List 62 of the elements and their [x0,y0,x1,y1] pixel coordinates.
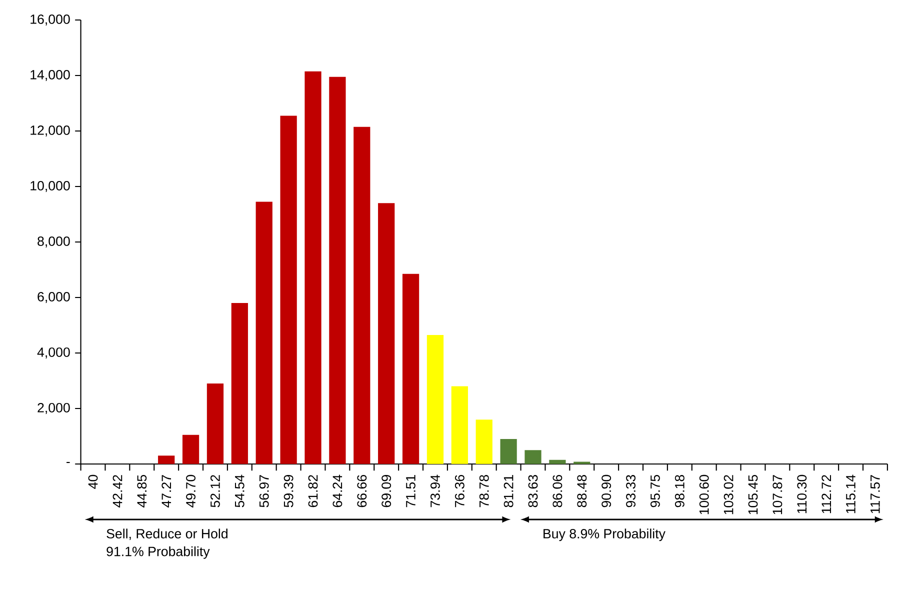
bar [304,71,322,464]
text: Sell, Reduce or Hold [106,528,228,540]
y-tick-label: 16,000 [30,14,70,26]
y-tick-label: 14,000 [30,70,70,82]
y-tick-label: 6,000 [38,292,70,304]
bar [354,126,370,464]
y-tick-label: 8,000 [38,236,70,248]
x-tick-label: 112.72 [822,475,831,514]
x-tick-label: 56.97 [259,475,269,508]
bar [426,334,444,464]
x-tick-label: 105.45 [748,474,758,514]
x-tick-label: 81.21 [504,475,514,508]
x-tick-label: 83.63 [528,474,538,508]
x-tick-label: 47.27 [162,475,171,508]
bar [182,434,200,464]
x-tick-label: 49.70 [186,474,196,508]
bar [476,420,492,464]
bar [402,274,420,464]
x-tick-label: 42.42 [112,475,122,508]
x-tick-label: 40 [88,474,98,489]
x-tick-label: 100.60 [699,474,709,514]
x-tick-label: 90.90 [602,474,612,508]
x-tick-label: 64.24 [332,474,342,508]
bar [280,116,297,464]
x-tick-label: 98.18 [674,474,684,508]
text: 91.1% Probability [106,546,210,559]
bar [256,202,272,464]
x-tick-label: 69.09 [382,475,392,508]
x-tick-label: 115.14 [846,474,856,514]
x-tick-label: 117.57 [870,475,880,514]
x-tick-label: 61.82 [308,475,318,508]
x-tick-label: 93.33 [626,474,636,508]
text: Buy 8.9% Probability [544,528,666,542]
x-tick-label: 59.39 [284,475,294,508]
x-tick-label: 52.12 [210,475,220,508]
y-tick-label: 12,000 [30,125,70,137]
y-tick-label: 4,000 [37,347,70,359]
y-tick-label: 10,000 [30,180,70,192]
y-tick-label: - [66,462,70,463]
x-tick-label: 95.75 [650,474,660,508]
x-tick-label: 88.48 [577,474,587,508]
x-tick-label: 107.87 [772,475,782,514]
bar [329,76,346,464]
y-tick-label: 2,000 [38,402,70,414]
x-tick-label: 44.85 [137,474,147,508]
x-tick-label: 86.06 [552,474,562,508]
x-tick-label: 103.02 [724,475,734,514]
bar [158,456,175,464]
x-tick-label: 54.54 [235,474,244,508]
bar [500,439,517,464]
bar [451,386,468,464]
x-tick-label: 71.51 [406,475,416,508]
bar [378,203,395,464]
x-tick-label: 78.78 [479,474,489,508]
x-tick-label: 73.94 [430,474,440,508]
x-tick-label: 76.36 [454,474,464,508]
x-tick-label: 110.30 [797,474,807,514]
bar [231,303,248,464]
bar [549,460,566,464]
bar [524,450,542,464]
x-tick-label: 66.66 [357,474,367,508]
bar [206,384,224,464]
